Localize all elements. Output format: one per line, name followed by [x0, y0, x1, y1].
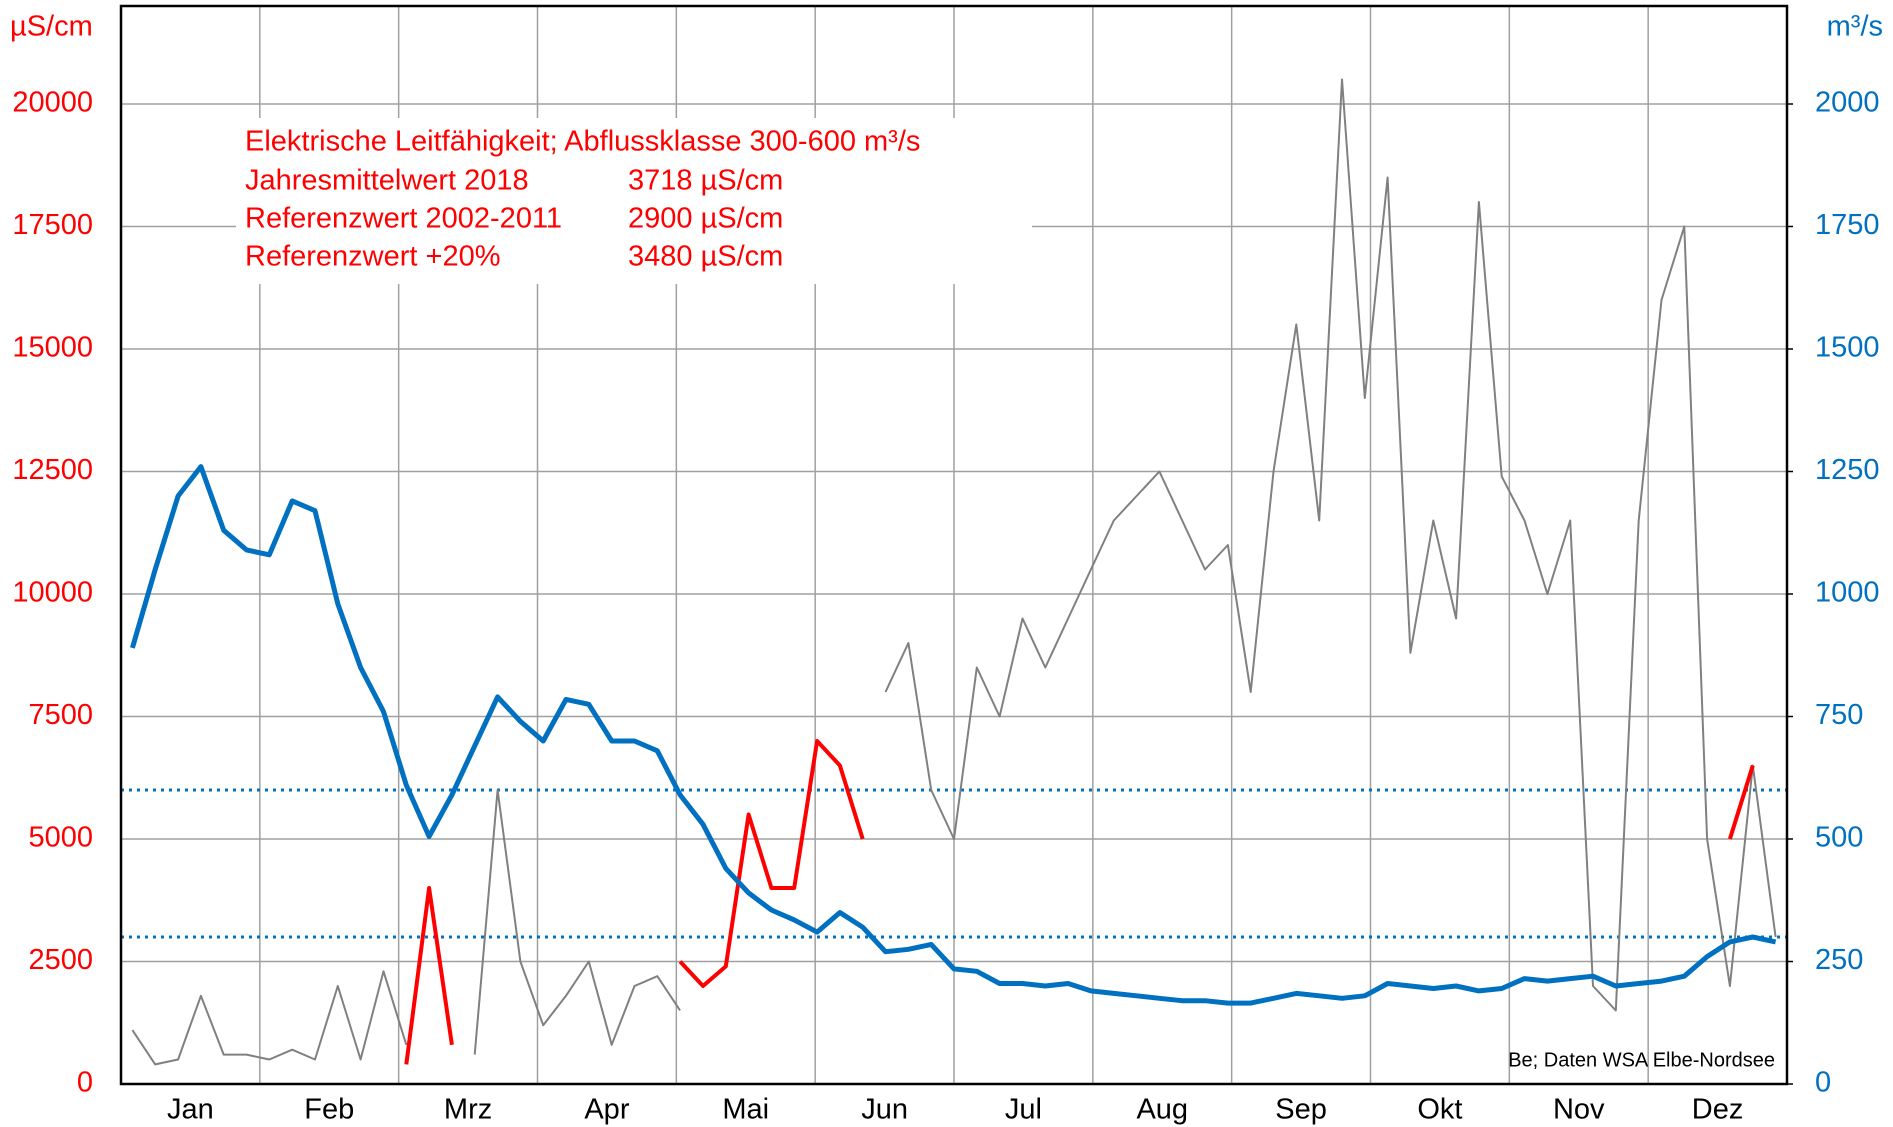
series-line	[131, 78, 1777, 1066]
y2-tick-label: 1250	[1815, 454, 1880, 486]
y-tick-label: 10000	[12, 577, 93, 609]
x-tick-label: Aug	[1136, 1094, 1188, 1126]
source-note: Be; Daten WSA Elbe-Nordsee	[1508, 1049, 1775, 1071]
annotation-cell: Referenzwert 2002-2011	[245, 203, 562, 235]
y2-tick-label: 250	[1815, 944, 1863, 976]
y2-tick-label: 500	[1815, 822, 1863, 854]
annotation-cell: 3718 µS/cm	[628, 165, 783, 197]
y-tick-label: 20000	[12, 87, 93, 119]
x-tick-label: Nov	[1553, 1094, 1605, 1126]
y-tick-label: 7500	[28, 699, 93, 731]
annotation-title: Elektrische Leitfähigkeit; Abflussklasse…	[245, 126, 920, 158]
x-tick-label: Sep	[1275, 1094, 1327, 1126]
y-tick-label: 0	[77, 1067, 93, 1099]
x-tick-label: Jun	[861, 1094, 908, 1126]
y2-tick-label: 1000	[1815, 577, 1880, 609]
x-tick-label: Mrz	[444, 1094, 492, 1126]
series-line	[129, 464, 1777, 1006]
y2-tick-label: 1750	[1815, 209, 1880, 241]
plot-frame	[119, 4, 1789, 1086]
x-tick-label: Mai	[722, 1094, 769, 1126]
y2-tick-label: 2000	[1815, 87, 1880, 119]
annotation-cell: Jahresmittelwert 2018	[245, 165, 529, 197]
y2-tick-label: 750	[1815, 699, 1863, 731]
annotation-cell: 2900 µS/cm	[628, 203, 783, 235]
series-line	[404, 739, 1755, 1065]
annotation-cell: Referenzwert +20%	[245, 241, 501, 273]
y-tick-label: 2500	[28, 944, 93, 976]
y-tick-label: 17500	[12, 209, 93, 241]
x-tick-label: Jan	[167, 1094, 214, 1126]
y-tick-label: 15000	[12, 332, 93, 364]
y2-axis-unit: m³/s	[1827, 11, 1883, 43]
x-tick-label: Dez	[1692, 1094, 1744, 1126]
x-tick-label: Okt	[1417, 1094, 1462, 1126]
y2-tick-label: 1500	[1815, 332, 1880, 364]
x-tick-label: Feb	[304, 1094, 354, 1126]
y-tick-label: 5000	[28, 822, 93, 854]
annotation-background	[236, 118, 1032, 284]
annotation-cell: 3480 µS/cm	[628, 241, 783, 273]
x-tick-label: Apr	[584, 1094, 629, 1126]
y-axis-unit: µS/cm	[10, 11, 93, 43]
x-tick-label: Jul	[1005, 1094, 1042, 1126]
y-tick-label: 12500	[12, 454, 93, 486]
y2-tick-label: 0	[1815, 1067, 1831, 1099]
